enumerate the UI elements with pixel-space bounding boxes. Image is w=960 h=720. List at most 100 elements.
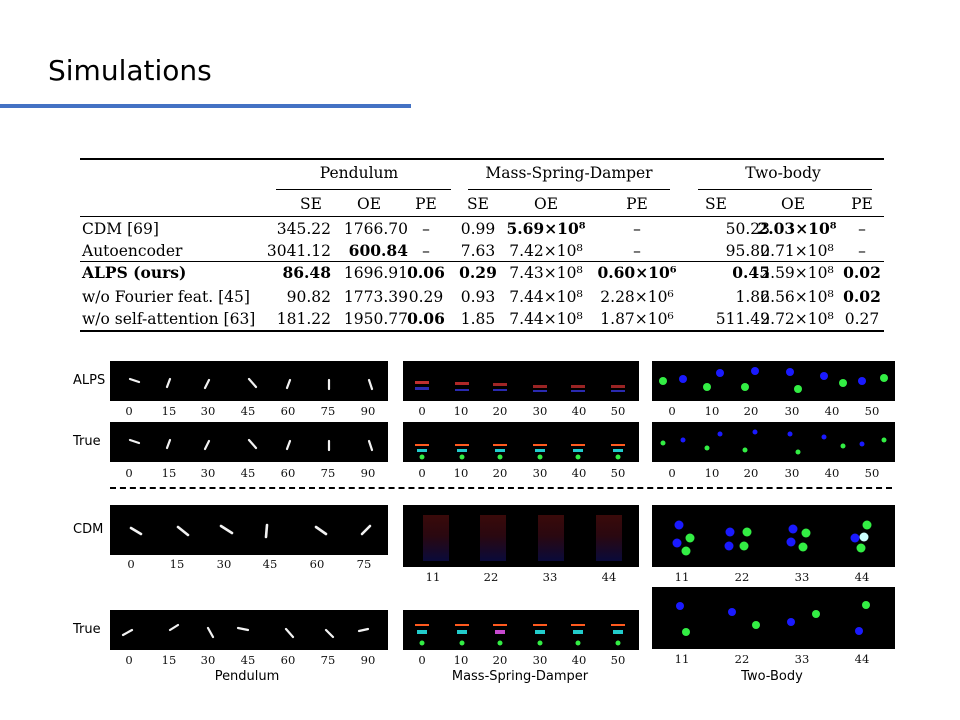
tick-label: 60 (280, 653, 296, 667)
table-cell: – (422, 220, 430, 238)
table-cell: 0.45 (732, 263, 770, 282)
pendulum-true-frames (128, 438, 374, 452)
tick-label: 20 (743, 404, 759, 418)
table-cell: 1.87×10⁶ (600, 310, 674, 328)
table-cell: 1.86 (735, 288, 770, 306)
row-label-true-top: True (73, 434, 101, 449)
tick-label: 45 (240, 466, 256, 480)
group-underline (698, 189, 872, 190)
tick-label: 45 (262, 557, 278, 571)
table-cell: 1773.39 (343, 288, 408, 306)
tick-label: 30 (200, 466, 216, 480)
row-label-cdm: CDM (73, 522, 104, 537)
caption-pendulum: Pendulum (214, 669, 280, 684)
table-cell: 0.02 (843, 287, 881, 306)
table-cell: 0.93 (460, 288, 496, 306)
tick-label: 50 (610, 404, 626, 418)
tick-label: 40 (824, 404, 840, 418)
tick-label: 15 (161, 653, 177, 667)
msd-true-strip (403, 422, 639, 462)
title-underline (0, 104, 411, 108)
twobody-true-strip (652, 422, 895, 462)
msd-true-bottom-strip (403, 610, 639, 650)
table-cell: 1766.70 (343, 220, 408, 238)
tick-label: 30 (532, 466, 548, 480)
table-row-method: Autoencoder (82, 242, 183, 260)
group-underline (468, 189, 670, 190)
tick-label: 40 (571, 466, 587, 480)
twobody-true-bottom-strip (652, 587, 895, 649)
tick-label: 33 (794, 570, 810, 584)
tick-label: 40 (824, 466, 840, 480)
table-row-method: w/o Fourier feat. [45] (82, 288, 250, 306)
table-cell: 2.59×10⁸ (760, 264, 834, 282)
table-cell: 0.06 (407, 263, 445, 282)
tick-label: 50 (864, 404, 880, 418)
pendulum-true-bottom-frames (121, 623, 370, 639)
tick-label: 10 (453, 653, 469, 667)
tick-label: 30 (532, 404, 548, 418)
tick-label: 30 (216, 557, 232, 571)
table-cell: – (633, 220, 641, 238)
tick-label: 90 (360, 466, 376, 480)
table-row-method: ALPS (ours) (82, 263, 187, 282)
tick-label: 60 (280, 466, 296, 480)
pendulum-true-bottom-strip (110, 610, 388, 650)
table-cell: – (858, 220, 866, 238)
tick-label: 0 (125, 466, 133, 480)
tick-label: 90 (360, 653, 376, 667)
tick-label: 11 (674, 570, 690, 584)
table-cell: 181.22 (276, 310, 331, 328)
twobody-true-bottom-frames (676, 601, 870, 636)
table-cell: 0.29 (408, 288, 444, 306)
pendulum-alps-strip (110, 361, 388, 401)
tick-label: 30 (784, 466, 800, 480)
table-subheader: OE (780, 195, 806, 213)
table-subheader: SE (705, 195, 727, 213)
row-label-true-bottom: True (73, 622, 101, 637)
tick-label: 33 (794, 652, 810, 666)
table-rule (80, 216, 884, 217)
table-row-method: w/o self-attention [63] (82, 310, 256, 328)
table-subheader: OE (356, 195, 382, 213)
table-row-method: CDM [69] (82, 220, 159, 238)
table-subheader: OE (533, 195, 559, 213)
msd-cdm-strip (403, 505, 639, 567)
table-subheader: PE (851, 195, 873, 213)
tick-label: 11 (674, 652, 690, 666)
tick-label: 15 (161, 404, 177, 418)
pendulum-true-strip (110, 422, 388, 462)
tick-label: 50 (610, 653, 626, 667)
tick-label: 0 (418, 404, 426, 418)
table-cell: 5.69×10⁸ (506, 219, 586, 238)
table-cell: 2.28×10⁶ (600, 288, 674, 306)
tick-label: 50 (610, 466, 626, 480)
tick-label: 22 (483, 570, 499, 584)
caption-twobody: Two-Body (741, 669, 803, 684)
tick-label: 15 (169, 557, 185, 571)
table-cell: 2.03×10⁸ (757, 219, 837, 238)
pendulum-alps-frames (128, 377, 374, 391)
table-cell: 1.85 (460, 310, 496, 328)
tick-label: 50 (864, 466, 880, 480)
table-subheader: PE (415, 195, 437, 213)
tick-label: 60 (280, 404, 296, 418)
table-cell: 1950.77 (343, 310, 408, 328)
tick-label: 60 (309, 557, 325, 571)
twobody-cdm-frames (672, 520, 872, 556)
tick-label: 22 (734, 570, 750, 584)
table-cell: 0.27 (844, 310, 880, 328)
tick-label: 44 (854, 570, 870, 584)
msd-true-bottom-frames (415, 624, 625, 646)
tick-label: 30 (200, 404, 216, 418)
tick-label: 30 (532, 653, 548, 667)
table-group-header: Mass-Spring-Damper (485, 164, 653, 182)
table-rule (80, 330, 884, 332)
tick-label: 15 (161, 466, 177, 480)
row-label-alps: ALPS (73, 373, 106, 388)
table-cell: – (422, 242, 430, 260)
table-cell: 7.42×10⁸ (509, 242, 583, 260)
tick-label: 40 (571, 653, 587, 667)
tick-label: 10 (704, 466, 720, 480)
table-cell: 511.49 (715, 310, 770, 328)
